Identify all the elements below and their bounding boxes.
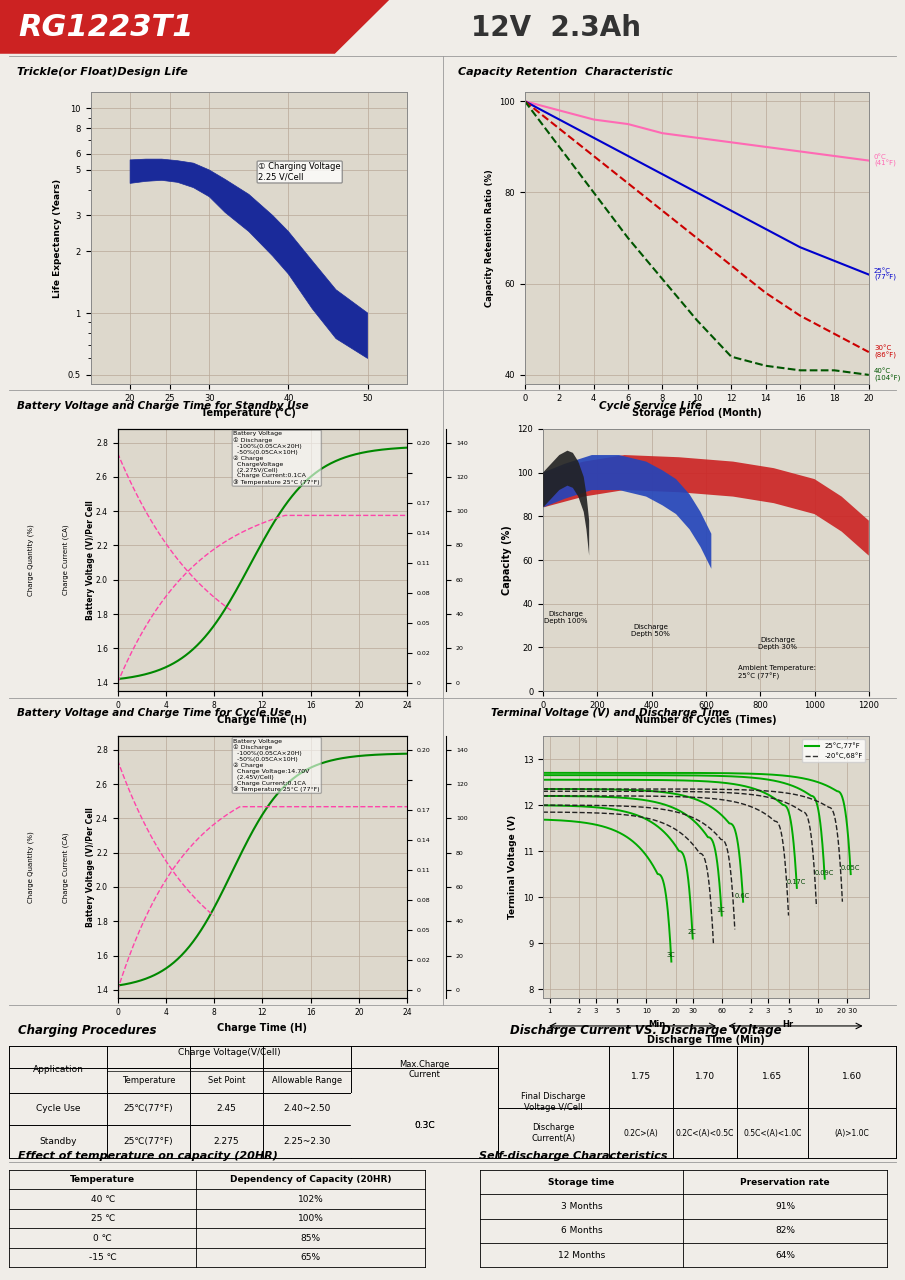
Text: Discharge
Current(A): Discharge Current(A) bbox=[531, 1124, 576, 1143]
Polygon shape bbox=[543, 451, 589, 556]
Text: Battery Voltage and Charge Time for Cycle Use: Battery Voltage and Charge Time for Cycl… bbox=[17, 708, 291, 718]
Text: 12 Months: 12 Months bbox=[557, 1251, 605, 1260]
Text: 3 Months: 3 Months bbox=[561, 1202, 602, 1211]
Text: Discharge
Depth 30%: Discharge Depth 30% bbox=[758, 637, 797, 650]
Text: Effect of temperature on capacity (20HR): Effect of temperature on capacity (20HR) bbox=[18, 1151, 278, 1161]
Text: Discharge
Depth 50%: Discharge Depth 50% bbox=[631, 625, 670, 637]
Y-axis label: Capacity (%): Capacity (%) bbox=[502, 525, 512, 595]
Y-axis label: Terminal Voltage (V): Terminal Voltage (V) bbox=[508, 815, 517, 919]
Text: 85%: 85% bbox=[300, 1234, 321, 1243]
Text: 0°C
(41°F): 0°C (41°F) bbox=[874, 154, 896, 168]
Text: 25°C
(77°F): 25°C (77°F) bbox=[874, 268, 896, 282]
Text: 30°C
(86°F): 30°C (86°F) bbox=[874, 346, 896, 358]
Text: Temperature: Temperature bbox=[121, 1076, 175, 1085]
Text: Cycle Service Life: Cycle Service Life bbox=[599, 401, 702, 411]
Text: 25℃(77°F): 25℃(77°F) bbox=[123, 1105, 173, 1114]
X-axis label: Temperature (°C): Temperature (°C) bbox=[202, 408, 296, 419]
Text: 0.6C: 0.6C bbox=[735, 893, 750, 900]
Text: 102%: 102% bbox=[298, 1194, 324, 1203]
FancyBboxPatch shape bbox=[351, 1093, 498, 1158]
Text: 1.60: 1.60 bbox=[842, 1073, 862, 1082]
Text: 2.275: 2.275 bbox=[214, 1137, 239, 1146]
Polygon shape bbox=[543, 454, 869, 556]
Text: 2C: 2C bbox=[688, 929, 697, 934]
Text: 91%: 91% bbox=[775, 1202, 795, 1211]
Polygon shape bbox=[0, 0, 389, 54]
Text: Self-discharge Characteristics: Self-discharge Characteristics bbox=[480, 1151, 668, 1161]
Text: Preservation rate: Preservation rate bbox=[740, 1178, 830, 1187]
Text: 0.5C<(A)<1.0C: 0.5C<(A)<1.0C bbox=[743, 1129, 802, 1138]
Text: 25℃(77°F): 25℃(77°F) bbox=[123, 1137, 173, 1146]
Text: 0.3C: 0.3C bbox=[414, 1121, 434, 1130]
Y-axis label: Capacity Retention Ratio (%): Capacity Retention Ratio (%) bbox=[485, 169, 494, 307]
Text: Charging Procedures: Charging Procedures bbox=[18, 1024, 157, 1037]
Text: 40 ℃: 40 ℃ bbox=[90, 1194, 115, 1203]
Text: Ambient Temperature:
25°C (77°F): Ambient Temperature: 25°C (77°F) bbox=[738, 666, 816, 680]
Text: Discharge Current VS. Discharge Voltage: Discharge Current VS. Discharge Voltage bbox=[510, 1024, 781, 1037]
Text: 0 ℃: 0 ℃ bbox=[93, 1234, 112, 1243]
Text: 1.70: 1.70 bbox=[695, 1073, 715, 1082]
Text: Allowable Range: Allowable Range bbox=[272, 1076, 342, 1085]
Text: Max.Charge
Current: Max.Charge Current bbox=[399, 1060, 450, 1079]
Text: -15 ℃: -15 ℃ bbox=[89, 1253, 117, 1262]
Text: 1.75: 1.75 bbox=[631, 1073, 652, 1082]
X-axis label: Storage Period (Month): Storage Period (Month) bbox=[632, 408, 762, 419]
Text: Battery Voltage
① Discharge
  -100%(0.05CA×20H)
  -50%(0.05CA×10H)
② Charge
  Ch: Battery Voltage ① Discharge -100%(0.05CA… bbox=[233, 431, 320, 485]
Text: (A)>1.0C: (A)>1.0C bbox=[834, 1129, 870, 1138]
Text: Battery Voltage
① Discharge
  -100%(0.05CA×20H)
  -50%(0.05CA×10H)
② Charge
  Ch: Battery Voltage ① Discharge -100%(0.05CA… bbox=[233, 739, 320, 792]
Text: Temperature: Temperature bbox=[71, 1175, 135, 1184]
Text: 0.2C>(A): 0.2C>(A) bbox=[624, 1129, 659, 1138]
Text: 100%: 100% bbox=[298, 1213, 324, 1224]
Text: 2.45: 2.45 bbox=[216, 1105, 236, 1114]
X-axis label: Charge Time (H): Charge Time (H) bbox=[217, 716, 308, 726]
Y-axis label: Battery Voltage (V)/Per Cell: Battery Voltage (V)/Per Cell bbox=[86, 500, 94, 620]
Text: 65%: 65% bbox=[300, 1253, 321, 1262]
Text: Charge Voltage(V/Cell): Charge Voltage(V/Cell) bbox=[177, 1048, 281, 1057]
Text: 12V  2.3Ah: 12V 2.3Ah bbox=[471, 14, 641, 42]
Text: Min: Min bbox=[648, 1020, 666, 1029]
Text: 0.09C: 0.09C bbox=[814, 869, 834, 876]
Text: Discharge Time (Min): Discharge Time (Min) bbox=[647, 1036, 765, 1044]
Text: 40°C
(104°F): 40°C (104°F) bbox=[874, 367, 900, 381]
Text: Battery Voltage and Charge Time for Standby Use: Battery Voltage and Charge Time for Stan… bbox=[17, 401, 309, 411]
Text: Capacity Retention  Characteristic: Capacity Retention Characteristic bbox=[458, 67, 672, 77]
Text: Final Discharge
Voltage V/Cell: Final Discharge Voltage V/Cell bbox=[521, 1092, 586, 1112]
Text: Standby: Standby bbox=[39, 1137, 77, 1146]
Text: Cycle Use: Cycle Use bbox=[35, 1105, 81, 1114]
Text: Storage time: Storage time bbox=[548, 1178, 614, 1187]
Text: 25 ℃: 25 ℃ bbox=[90, 1213, 115, 1224]
Text: RG1223T1: RG1223T1 bbox=[18, 14, 194, 42]
Polygon shape bbox=[543, 454, 711, 568]
Text: 1.65: 1.65 bbox=[762, 1073, 783, 1082]
Text: Terminal Voltage (V) and Discharge Time: Terminal Voltage (V) and Discharge Time bbox=[491, 708, 729, 718]
Text: 0.3C: 0.3C bbox=[414, 1121, 434, 1130]
Polygon shape bbox=[130, 159, 367, 358]
Text: 64%: 64% bbox=[775, 1251, 795, 1260]
Y-axis label: Life Expectancy (Years): Life Expectancy (Years) bbox=[53, 178, 62, 298]
Text: Hr: Hr bbox=[782, 1020, 793, 1029]
Legend: 25°C,77°F, -20°C,68°F: 25°C,77°F, -20°C,68°F bbox=[802, 740, 865, 762]
Text: Application: Application bbox=[33, 1065, 83, 1074]
Text: Trickle(or Float)Design Life: Trickle(or Float)Design Life bbox=[17, 67, 188, 77]
Text: 2.25~2.30: 2.25~2.30 bbox=[283, 1137, 331, 1146]
Text: 2.40~2.50: 2.40~2.50 bbox=[283, 1105, 331, 1114]
Text: 0.17C: 0.17C bbox=[786, 879, 806, 884]
Text: 0.05C: 0.05C bbox=[841, 865, 860, 872]
Text: 3C: 3C bbox=[666, 952, 675, 957]
Text: 0.2C<(A)<0.5C: 0.2C<(A)<0.5C bbox=[676, 1129, 734, 1138]
Text: Discharge
Depth 100%: Discharge Depth 100% bbox=[544, 612, 587, 625]
Text: 82%: 82% bbox=[775, 1226, 795, 1235]
Text: Charge Quantity (%): Charge Quantity (%) bbox=[27, 524, 34, 596]
Text: Set Point: Set Point bbox=[208, 1076, 245, 1085]
Text: 1C: 1C bbox=[717, 908, 726, 913]
Text: Dependency of Capacity (20HR): Dependency of Capacity (20HR) bbox=[230, 1175, 392, 1184]
X-axis label: Number of Cycles (Times): Number of Cycles (Times) bbox=[635, 716, 776, 726]
Text: Charge Quantity (%): Charge Quantity (%) bbox=[27, 831, 34, 904]
Y-axis label: Battery Voltage (V)/Per Cell: Battery Voltage (V)/Per Cell bbox=[86, 808, 94, 927]
Text: Charge Current (CA): Charge Current (CA) bbox=[62, 525, 69, 595]
Text: 6 Months: 6 Months bbox=[561, 1226, 602, 1235]
Text: ① Charging Voltage
2.25 V/Cell: ① Charging Voltage 2.25 V/Cell bbox=[259, 163, 341, 182]
X-axis label: Charge Time (H): Charge Time (H) bbox=[217, 1023, 308, 1033]
Text: Charge Current (CA): Charge Current (CA) bbox=[62, 832, 69, 902]
